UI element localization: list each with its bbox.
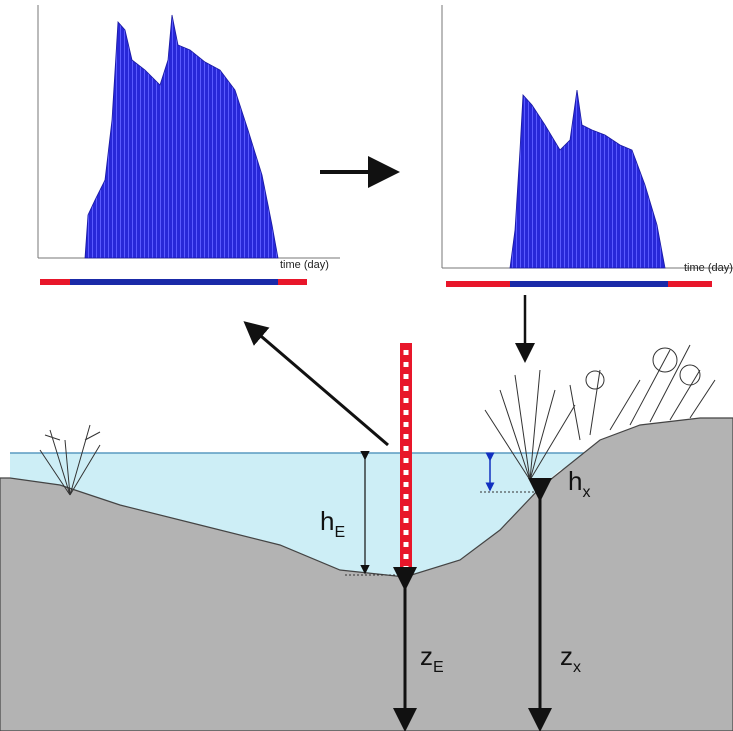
symbol: z <box>420 641 433 671</box>
symbol: h <box>320 506 334 536</box>
dry-period <box>668 281 712 287</box>
dry-period <box>278 279 307 285</box>
subscript: x <box>582 484 590 501</box>
subscript: E <box>433 659 444 676</box>
dry-period <box>446 281 510 287</box>
flood-period <box>510 281 668 287</box>
discharge-area <box>85 15 278 258</box>
x-axis-label: time (day) <box>280 259 329 271</box>
arrow <box>248 325 388 445</box>
discharge-area <box>510 90 665 268</box>
left-chart: time (day) <box>38 5 340 285</box>
subscript: E <box>334 524 345 541</box>
dry-period <box>40 279 70 285</box>
x-axis-label: time (day) <box>684 262 733 274</box>
symbol: z <box>560 641 573 671</box>
symbol: h <box>568 466 582 496</box>
flood-period <box>70 279 278 285</box>
diagram: time (day) time (day) hE hx zE zx <box>0 0 733 731</box>
subscript: x <box>573 659 581 676</box>
right-chart: time (day) <box>442 5 733 287</box>
